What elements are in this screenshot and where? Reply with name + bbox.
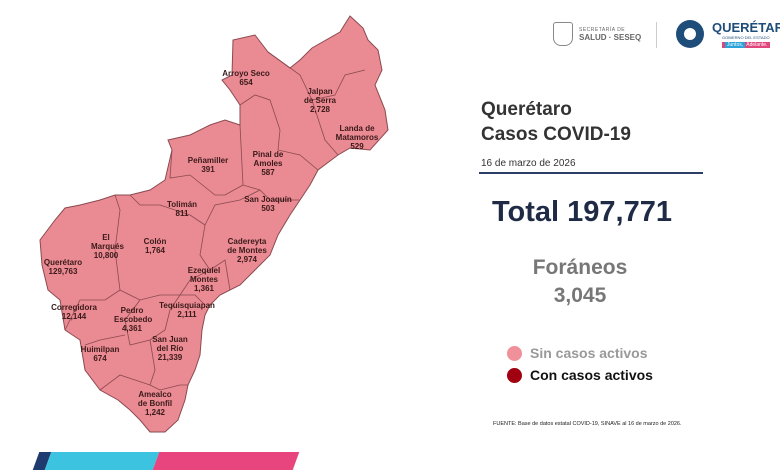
gobierno-logo-tagline: Juntos, Adelante.: [722, 42, 771, 48]
municipality-label: El Marqués 10,800: [91, 233, 124, 260]
legend-item-con-casos: Con casos activos: [507, 367, 653, 383]
municipality-label: Ezequiel Montes 1,361: [187, 266, 221, 293]
seseq-logo: SECRETARÍA DE SALUD · SESEQ: [553, 22, 641, 46]
municipality-label: Amealco de Bonfil 1,242: [137, 390, 173, 417]
logo-text: SECRETARÍA DE: [579, 26, 626, 33]
source-note: FUENTE: Base de datos estatal COVID-19, …: [493, 421, 682, 427]
municipality-label: Peñamiller 391: [187, 156, 229, 174]
gobierno-logo-subtitle: GOBIERNO DEL ESTADO: [722, 35, 770, 40]
municipality-label: San Juan del Río 21,339: [152, 335, 188, 362]
municipality-label: Querétaro 129,763: [43, 258, 83, 276]
queretaro-map: [39, 15, 389, 433]
coat-of-arms-icon: [553, 22, 573, 46]
legend-dot-icon: [507, 367, 522, 383]
queretaro-q-logo-icon: [676, 20, 704, 48]
legend-dot-icon: [507, 345, 522, 361]
title-divider: [479, 172, 703, 174]
municipality-label: Landa de Matamoros 529: [335, 124, 379, 151]
decor-stripe: [152, 452, 300, 470]
page-title: Querétaro Casos COVID-19: [481, 99, 631, 145]
report-date: 16 de marzo de 2026: [481, 158, 576, 169]
logo-divider: [656, 22, 657, 48]
decor-stripe: [44, 452, 160, 470]
municipality-label: Jalpan de Serra 2,728: [303, 87, 337, 114]
gobierno-logo-title: QUERÉTARO: [712, 20, 780, 35]
state-outline: [39, 15, 389, 433]
municipality-label: Tolimán 811: [166, 200, 198, 218]
legend-item-sin-casos: Sin casos activos: [507, 345, 648, 361]
municipality-label: Huimilpan 674: [80, 345, 120, 363]
foraneos: Foráneos 3,045: [532, 256, 628, 307]
logo-text: SALUD · SESEQ: [579, 32, 642, 42]
municipal-borders: [64, 51, 366, 391]
municipality-label: Tequisquiapan 2,111: [159, 301, 215, 319]
municipality-label: Pinal de Amoles 587: [252, 150, 284, 177]
municipality-label: Cadereyta de Montes 2,974: [227, 237, 267, 264]
municipality-label: Colón 1,764: [143, 237, 167, 255]
municipality-label: San Joaquín 503: [244, 195, 292, 213]
municipality-label: Arroyo Seco 654: [222, 69, 270, 87]
municipality-label: Corregidora 12,144: [51, 303, 97, 321]
total-cases: Total 197,771: [492, 196, 673, 228]
municipality-label: Pedro Escobedo 4,361: [114, 306, 153, 333]
